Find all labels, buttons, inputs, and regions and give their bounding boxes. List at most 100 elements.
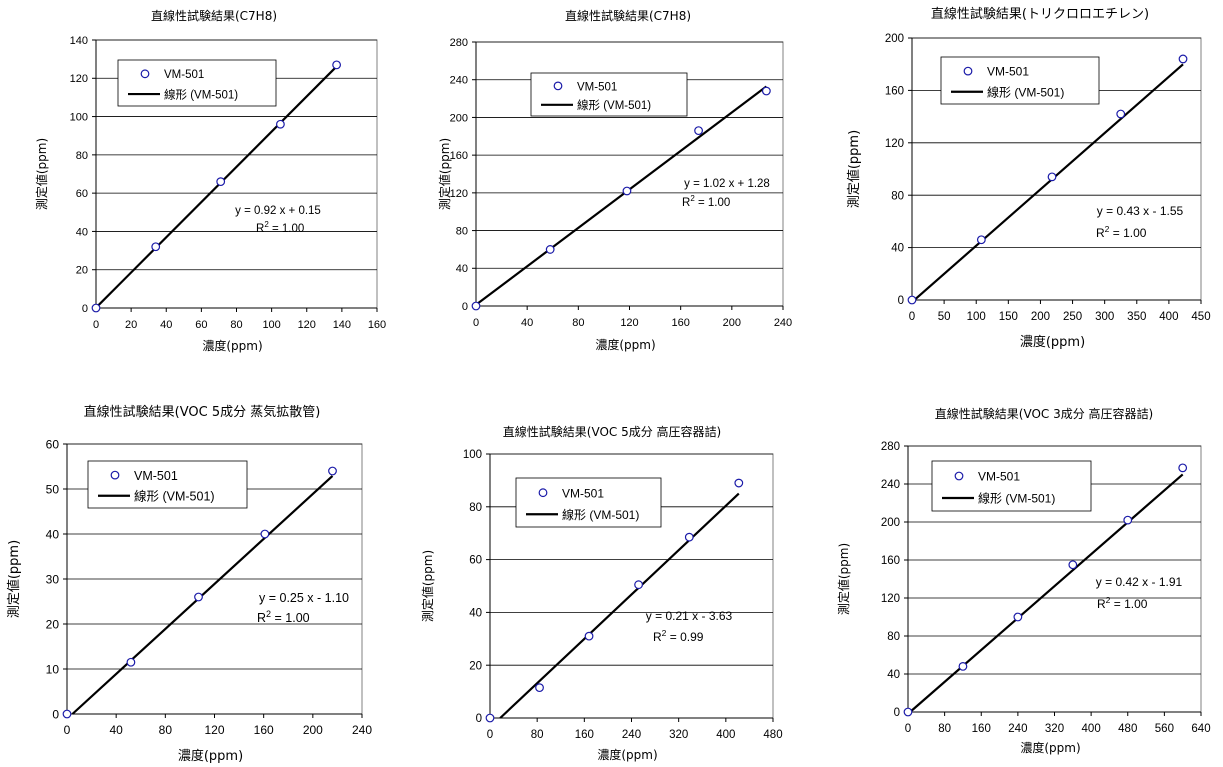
r-squared-label: R2 = 1.00 [1097,595,1148,611]
chart-title: 直線性試験結果(C7H8) [151,8,277,23]
data-point [907,295,917,305]
chart-panel-c7h8-a: 0 20 40 60 80 100 120 140 0 20 40 60 80 100 120 140 160 直… [0,0,395,370]
data-point [260,529,270,539]
x-tick-label: 450 [1191,311,1210,323]
chart-svg: 0 10 20 30 40 50 60 0 40 80 120 160 200 240 直線性試験結果(VO… [6,404,372,764]
x-axis-label: 濃度(ppm) [595,337,655,352]
data-point [903,707,913,717]
regression-equation: y = 1.02 x + 1.28 [684,178,770,190]
data-point [634,580,643,590]
y-tick-label: 140 [70,35,88,47]
r-squared-label: R2 = 0.99 [653,628,704,644]
legend-marker-points [140,69,150,79]
y-tick-label: 160 [881,555,900,567]
y-tick-label: 240 [450,75,468,87]
x-tick-label: 60 [195,319,207,331]
x-tick-label: 0 [64,723,71,737]
y-tick-label: 0 [82,303,88,315]
legend-box [515,477,662,528]
chart-title: 直線性試験結果(トリクロロエチレン) [931,6,1149,22]
x-tick-label: 140 [333,319,351,331]
y-tick-label: 200 [885,33,904,45]
legend-label-points: VM-501 [987,65,1029,79]
x-tick-label: 160 [972,723,991,735]
y-tick-label: 0 [894,707,900,719]
x-tick-label: 100 [967,311,986,323]
y-tick-label: 160 [450,150,468,162]
data-point [332,60,342,70]
chart-panel-voc3-cylinder: 0 40 80 120 160 200 240 280 0 80 160 240 320 400 480 56… [806,392,1223,767]
y-tick-label: 80 [456,226,468,238]
chart-svg: 0 40 80 120 160 200 240 280 0 80 160 240 320 400 480 56… [836,406,1211,755]
x-tick-label: 40 [521,317,533,329]
y-axis-label: 測定値(ppm) [34,138,49,210]
chart-panel-voc5-cylinder: 0 20 40 60 80 100 0 80 160 240 320 400 480 直線性試験結果(VO… [396,392,806,767]
x-tick-label: 560 [1155,723,1174,735]
chart-svg: 0 20 40 60 80 100 120 140 0 20 40 60 80 100 120 140 160 直… [34,8,386,353]
data-point [126,657,136,667]
y-tick-label: 60 [469,555,482,567]
y-tick-label: 280 [450,37,468,49]
y-axis-label: 測定値(ppm) [836,543,851,615]
data-point [194,592,203,602]
y-tick-label: 80 [469,502,482,514]
data-point [761,86,771,96]
trendline [475,85,768,306]
chart-title: 直線性試験結果(VOC 5成分 高圧容器詰) [503,424,721,439]
x-tick-label: 480 [1118,723,1137,735]
x-tick-label: 160 [575,729,594,741]
legend-label-points: VM-501 [577,81,617,93]
y-axis-label: 測定値(ppm) [846,130,862,208]
x-tick-label: 80 [531,729,544,741]
y-tick-label: 20 [76,265,88,277]
x-tick-label: 50 [938,311,951,323]
chart-panel-voc5-diffusion: 0 10 20 30 40 50 60 0 40 80 120 160 200 240 直線性試験結果(VO… [0,392,395,767]
legend-label-trendline: 線形 (VM-501) [577,98,651,112]
legend-box [117,59,277,107]
x-tick-label: 320 [669,729,688,741]
data-point [545,245,555,254]
x-tick-label: 100 [262,319,280,331]
x-tick-label: 400 [1159,311,1178,323]
x-tick-label: 200 [1031,311,1050,323]
data-point [535,683,544,693]
y-tick-label: 120 [881,593,900,605]
legend-label-trendline: 線形 (VM-501) [562,507,639,522]
x-axis-label: 濃度(ppm) [1020,740,1080,755]
chart-panel-trichloroethylene: 0 40 80 120 160 200 0 50 100 150 200 250 300 350 400 45… [806,0,1223,370]
legend-label-points: VM-501 [978,470,1020,484]
y-tick-label: 40 [891,243,904,255]
legend-box [87,460,248,509]
y-tick-label: 280 [881,441,900,453]
legend-box [940,56,1100,105]
y-tick-label: 80 [887,631,900,643]
y-tick-label: 100 [70,112,88,124]
data-point [276,119,285,129]
x-tick-label: 240 [774,317,792,329]
data-point [1178,54,1188,64]
x-tick-label: 240 [352,723,372,737]
r-squared-label: R2 = 1.00 [1096,224,1147,240]
data-point [976,235,986,245]
x-tick-label: 160 [671,317,689,329]
r-squared-label: R2 = 1.00 [257,609,310,625]
trendline [71,475,334,715]
data-point [694,126,703,136]
data-point [734,478,744,488]
legend-marker-points [963,66,973,76]
x-axis-label: 濃度(ppm) [1020,334,1085,350]
x-axis-label: 濃度(ppm) [597,747,657,762]
legend-label-trendline: 線形 (VM-501) [164,87,238,101]
x-tick-label: 480 [763,729,782,741]
data-point [485,713,495,723]
y-tick-label: 200 [881,517,900,529]
legend-marker-points [110,470,120,480]
data-point [1178,463,1188,473]
x-tick-label: 250 [1063,311,1082,323]
x-tick-label: 120 [298,319,316,331]
legend-label-points: VM-501 [134,469,178,483]
y-tick-label: 40 [469,608,482,620]
y-tick-label: 80 [891,190,904,202]
y-axis-label: 測定値(ppm) [420,550,435,622]
chart-panel-c7h8-b: 0 40 80 120 160 200 240 280 0 40 80 120 160 200 240 直線性… [396,0,806,370]
